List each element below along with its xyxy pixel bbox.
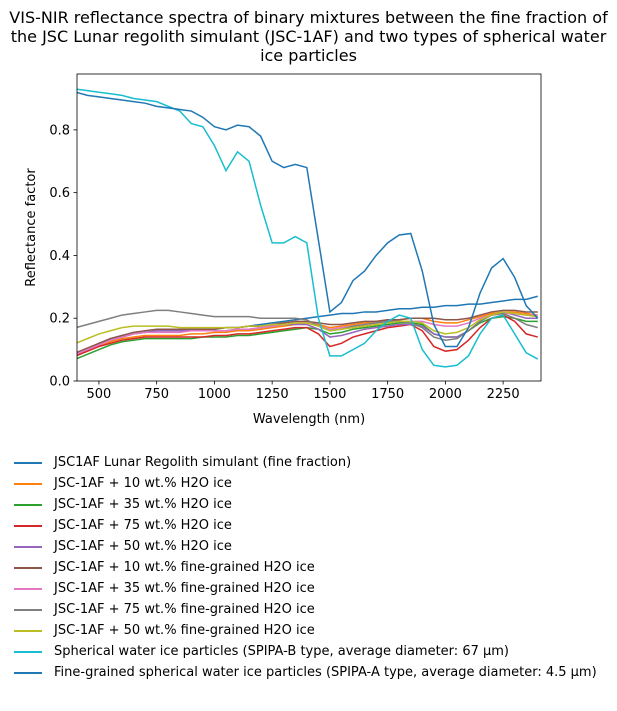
- y-tick-label: 0.6: [49, 186, 70, 201]
- legend-entry: JSC-1AF + 50 wt.% fine-grained H2O ice: [14, 620, 614, 641]
- legend-entry: Fine-grained spherical water ice particl…: [14, 662, 614, 683]
- legend-entry: JSC-1AF + 10 wt.% H2O ice: [14, 473, 614, 494]
- y-axis-label: Reflectance factor: [24, 168, 39, 287]
- x-tick-label: 1250: [256, 387, 289, 402]
- series-line: [77, 311, 538, 355]
- y-tick-label: 0.2: [49, 312, 70, 327]
- y-tick-label: 0.8: [49, 123, 70, 138]
- series-line: [77, 88, 539, 368]
- series-line: [77, 309, 538, 341]
- legend-entry: Spherical water ice particles (SPIPA-B t…: [14, 641, 614, 662]
- x-tick-label: 500: [87, 387, 112, 402]
- legend-label: JSC-1AF + 50 wt.% fine-grained H2O ice: [54, 622, 315, 638]
- plot-frame: [76, 73, 542, 382]
- legend-swatch: [14, 650, 42, 653]
- series-line: [77, 311, 538, 344]
- legend-label: JSC-1AF + 75 wt.% fine-grained H2O ice: [54, 601, 315, 617]
- chart: 500 750 1000 1250 1500 1750 2000 2250 0.0 0.2 0.4 0…: [24, 73, 542, 427]
- legend-entry: JSC1AF Lunar Regolith simulant (fine fra…: [14, 452, 614, 473]
- legend-label: JSC-1AF + 35 wt.% fine-grained H2O ice: [54, 580, 315, 596]
- x-tick-label: 2000: [429, 387, 462, 402]
- legend: JSC1AF Lunar Regolith simulant (fine fra…: [14, 452, 614, 683]
- legend-swatch: [14, 524, 42, 527]
- x-tick-label: 1750: [371, 387, 404, 402]
- y-tick-label: 0.4: [49, 249, 70, 264]
- legend-label: JSC1AF Lunar Regolith simulant (fine fra…: [54, 454, 352, 470]
- legend-swatch: [14, 587, 42, 590]
- legend-swatch: [14, 545, 42, 548]
- x-tick-label: 2250: [487, 387, 520, 402]
- x-tick-label: 1000: [198, 387, 231, 402]
- series-line: [77, 314, 538, 357]
- x-tick-label: 1500: [313, 387, 346, 402]
- x-axis-label: Wavelength (nm): [253, 412, 365, 427]
- x-tick-label: 750: [144, 387, 169, 402]
- legend-swatch: [14, 461, 42, 464]
- legend-label: Spherical water ice particles (SPIPA-B t…: [54, 643, 509, 659]
- legend-swatch: [14, 608, 42, 611]
- legend-label: Fine-grained spherical water ice particl…: [54, 664, 597, 680]
- series-line: [77, 309, 538, 354]
- legend-entry: JSC-1AF + 75 wt.% H2O ice: [14, 515, 614, 536]
- legend-label: JSC-1AF + 10 wt.% H2O ice: [54, 475, 232, 491]
- y-tick-label: 0.0: [49, 375, 70, 390]
- legend-entry: JSC-1AF + 10 wt.% fine-grained H2O ice: [14, 557, 614, 578]
- legend-swatch: [14, 671, 42, 674]
- series-line: [77, 91, 539, 348]
- legend-entry: JSC-1AF + 35 wt.% fine-grained H2O ice: [14, 578, 614, 599]
- legend-swatch: [14, 482, 42, 485]
- legend-label: JSC-1AF + 35 wt.% H2O ice: [54, 496, 232, 512]
- legend-entry: JSC-1AF + 50 wt.% H2O ice: [14, 536, 614, 557]
- legend-entry: JSC-1AF + 35 wt.% H2O ice: [14, 494, 614, 515]
- legend-label: JSC-1AF + 10 wt.% fine-grained H2O ice: [54, 559, 315, 575]
- legend-entry: JSC-1AF + 75 wt.% fine-grained H2O ice: [14, 599, 614, 620]
- legend-label: JSC-1AF + 75 wt.% H2O ice: [54, 517, 232, 533]
- legend-swatch: [14, 503, 42, 506]
- legend-swatch: [14, 629, 42, 632]
- legend-swatch: [14, 566, 42, 569]
- chart-title: VIS-NIR reflectance spectra of binary mi…: [9, 8, 608, 65]
- legend-label: JSC-1AF + 50 wt.% H2O ice: [54, 538, 232, 554]
